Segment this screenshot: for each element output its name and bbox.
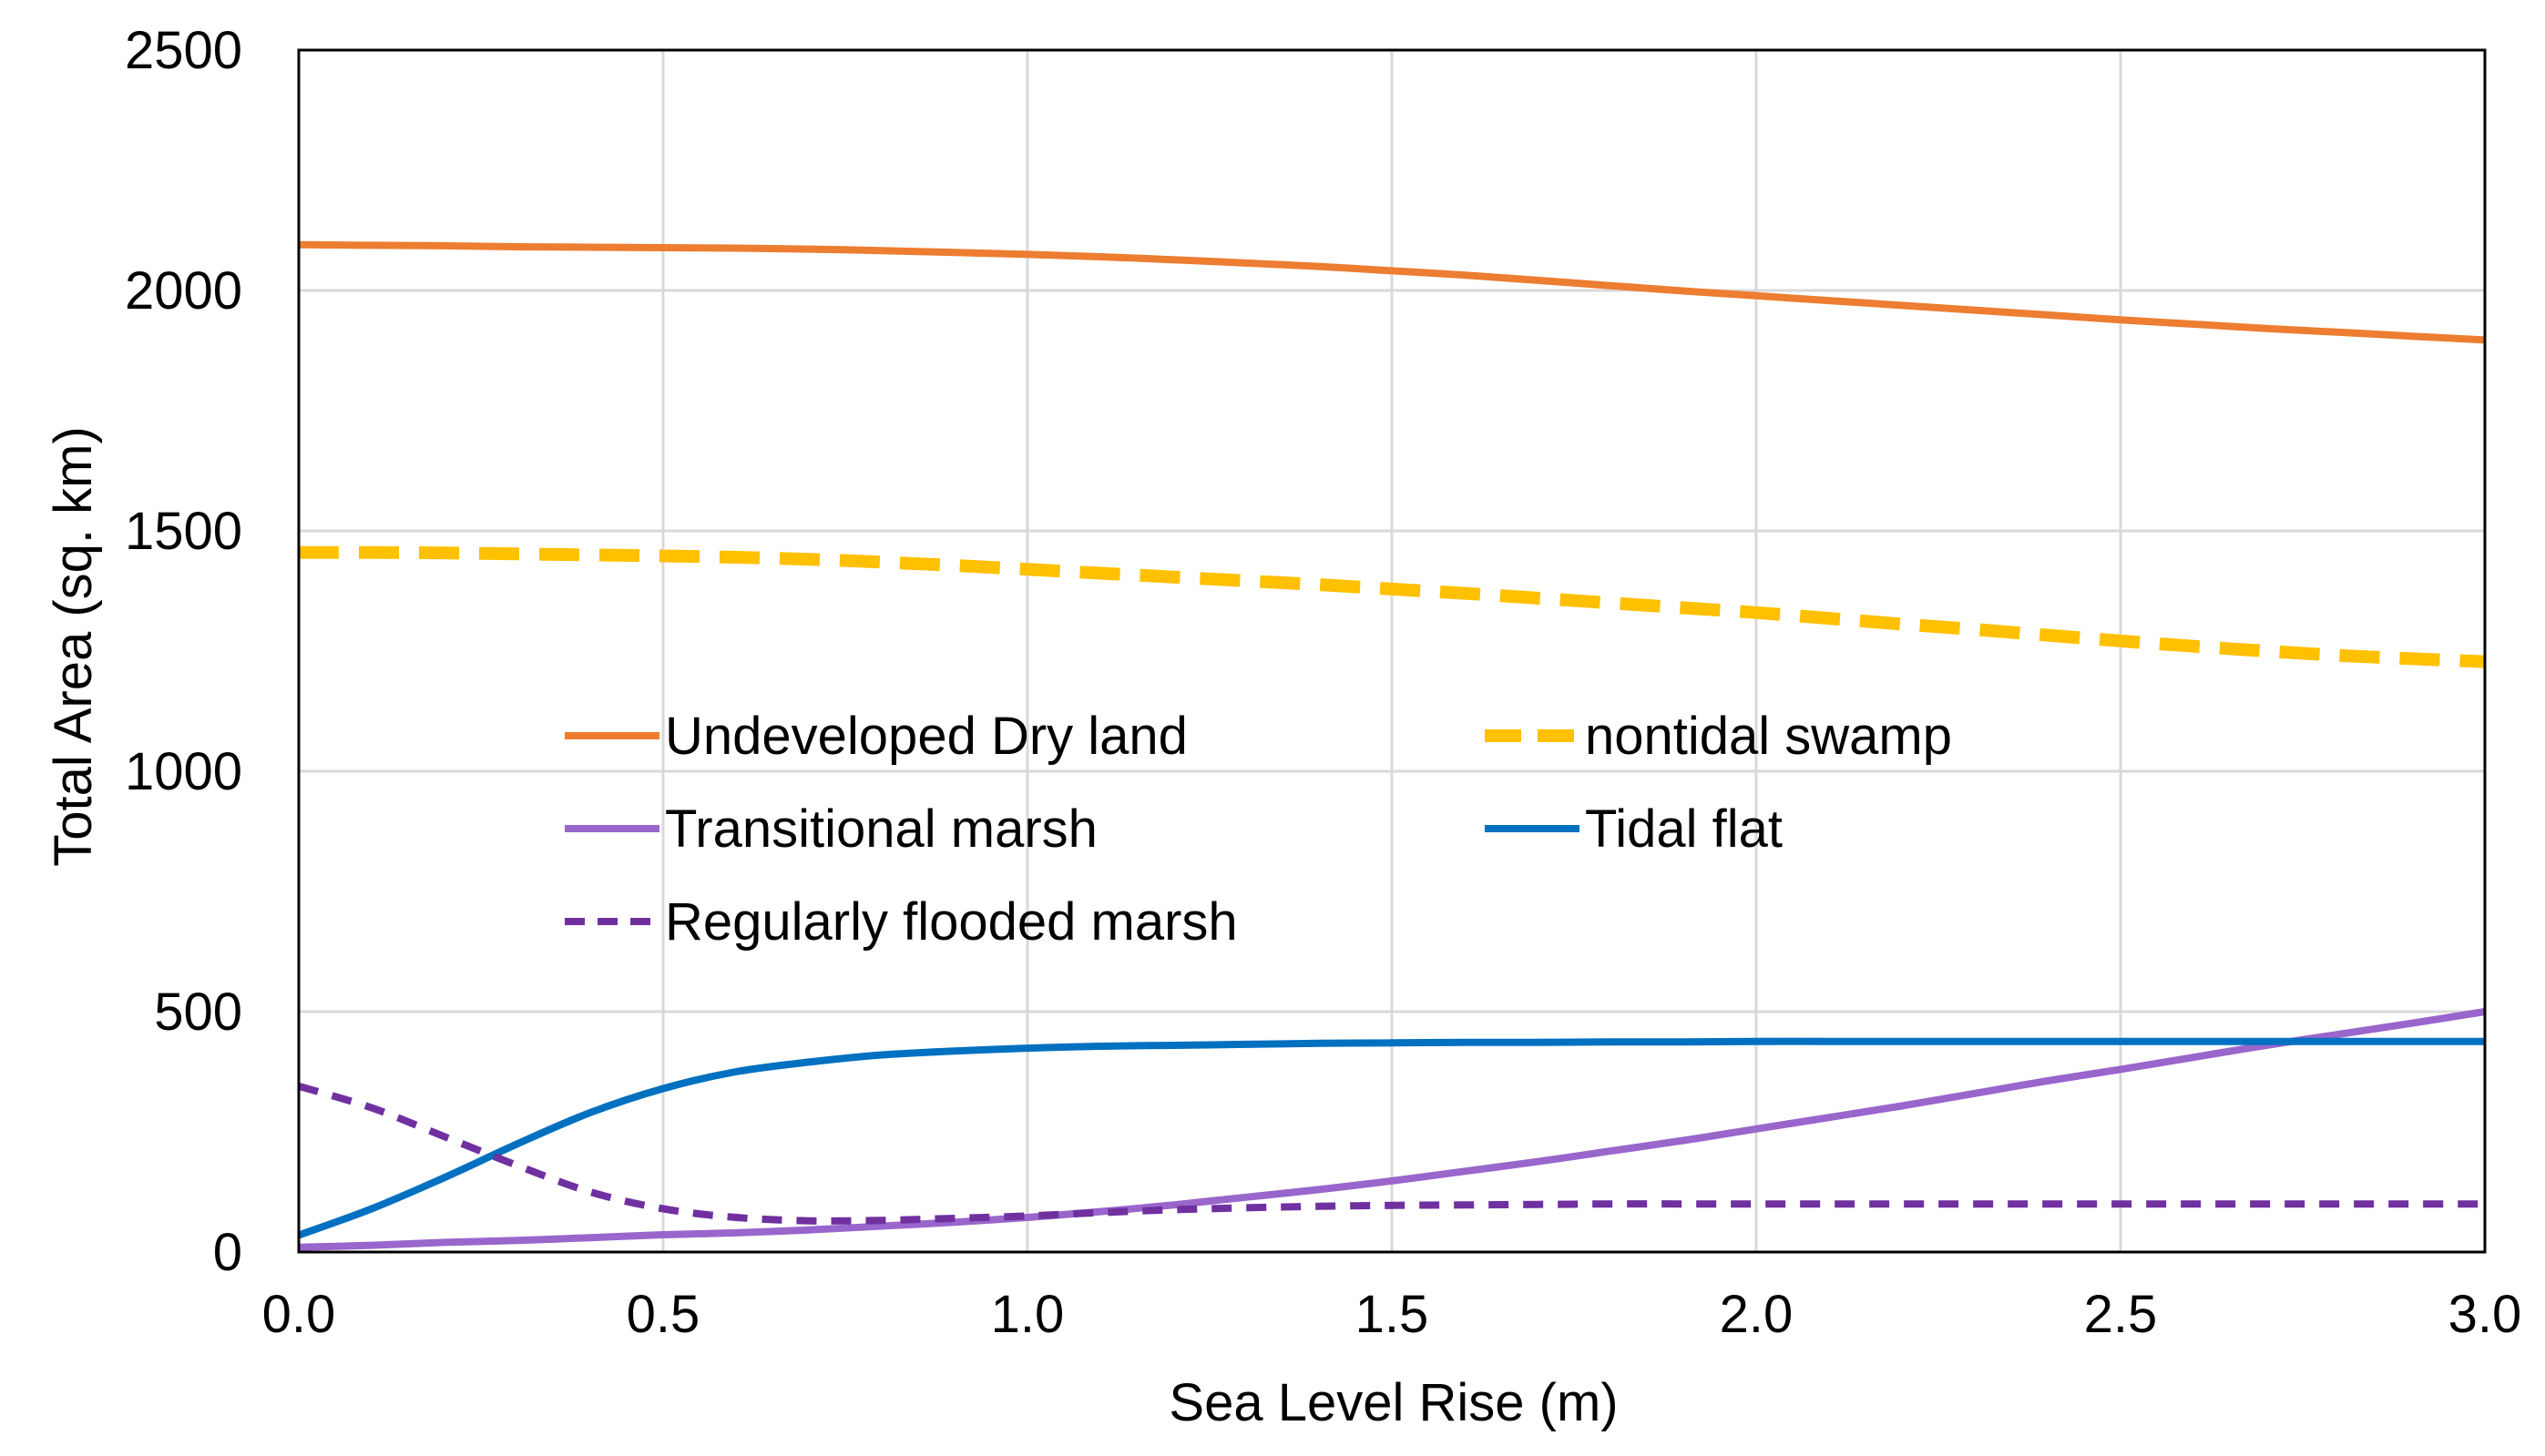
x-tick-label: 2.0 xyxy=(1720,1285,1794,1344)
legend-label: Tidal flat xyxy=(1585,799,1783,859)
legend-item: Tidal flat xyxy=(1485,799,1783,859)
x-tick-label: 1.5 xyxy=(1355,1285,1429,1344)
x-tick-label: 0.5 xyxy=(627,1285,700,1344)
y-tick-label: 1500 xyxy=(125,502,242,561)
axes: 0.0 0.5 1.0 1.5 2.0 2.5 3.0 0 500 1000 1500 2000 250… xyxy=(125,21,2521,1344)
grid xyxy=(299,50,2485,1252)
x-tick-label: 3.0 xyxy=(2448,1285,2522,1344)
series-line-nontidal-swamp xyxy=(298,545,2486,668)
y-tick-label: 1000 xyxy=(125,742,242,801)
y-axis-title: Total Area (sq. km) xyxy=(44,426,103,866)
legend-item: Regularly flooded marsh xyxy=(565,892,1238,952)
y-tick-label: 0 xyxy=(213,1223,242,1282)
y-tick-label: 2000 xyxy=(125,261,242,321)
series-line-tidal-flat xyxy=(297,1037,2485,1239)
y-tick-label: 500 xyxy=(154,983,242,1042)
series-line-transitional-marsh xyxy=(298,1008,2486,1251)
legend-item: Transitional marsh xyxy=(565,799,1098,859)
x-axis-title: Sea Level Rise (m) xyxy=(1169,1373,1618,1432)
legend: Undeveloped Dry land nontidal swamp Transi… xyxy=(565,707,1952,952)
legend-label: Regularly flooded marsh xyxy=(665,892,1238,952)
legend-label: Undeveloped Dry land xyxy=(665,707,1188,766)
legend-label: nontidal swamp xyxy=(1585,707,1952,766)
series-line-undeveloped-dry-land xyxy=(298,240,2486,344)
series-line-regularly-flooded-marsh xyxy=(297,1082,2485,1225)
legend-item: Undeveloped Dry land xyxy=(565,707,1188,766)
legend-label: Transitional marsh xyxy=(665,799,1098,859)
series-lines xyxy=(297,240,2486,1251)
x-tick-label: 0.0 xyxy=(262,1285,336,1344)
x-tick-label: 1.0 xyxy=(991,1285,1065,1344)
x-tick-label: 2.5 xyxy=(2084,1285,2158,1344)
legend-item: nontidal swamp xyxy=(1485,707,1952,766)
plot-border xyxy=(297,48,2487,1254)
y-tick-label: 2500 xyxy=(125,21,242,80)
